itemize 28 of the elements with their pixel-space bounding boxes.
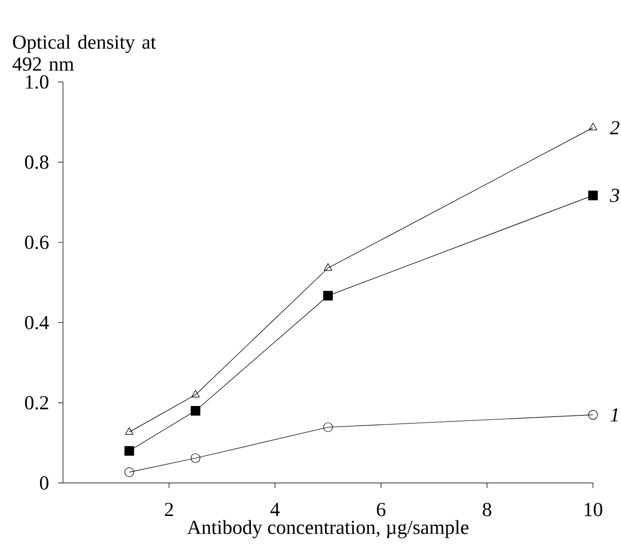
point [323, 422, 333, 432]
point [125, 427, 134, 435]
x-axis-title: Antibody concentration, µg/sample [187, 520, 468, 538]
point [588, 122, 598, 130]
y-tick-label: 0 [40, 476, 48, 490]
y-tick-label: 0.8 [25, 155, 48, 169]
y-tick-label: 0.4 [25, 316, 49, 330]
x-tick-label: 4 [270, 502, 280, 516]
point [124, 446, 134, 456]
y-tick-label: 1.0 [26, 75, 48, 89]
point [191, 390, 200, 398]
point [324, 263, 332, 271]
series-label: 3 [610, 188, 620, 202]
y-tick-label: 0.2 [25, 396, 48, 410]
point [588, 190, 598, 200]
x-tick-label: 8 [482, 502, 492, 516]
point [190, 453, 200, 463]
x-tick-label: 2 [164, 502, 173, 516]
point [323, 290, 333, 301]
point [588, 410, 598, 420]
y-tick-label: 0.6 [25, 236, 49, 250]
x-tick-label: 6 [376, 502, 386, 516]
y-axis-title: Optical density at 492 nm [12, 34, 156, 71]
series-label: 2 [610, 121, 620, 134]
point [124, 467, 134, 477]
series-label: 1 [610, 408, 618, 422]
x-tick-label: 10 [584, 502, 602, 516]
point [190, 406, 200, 416]
